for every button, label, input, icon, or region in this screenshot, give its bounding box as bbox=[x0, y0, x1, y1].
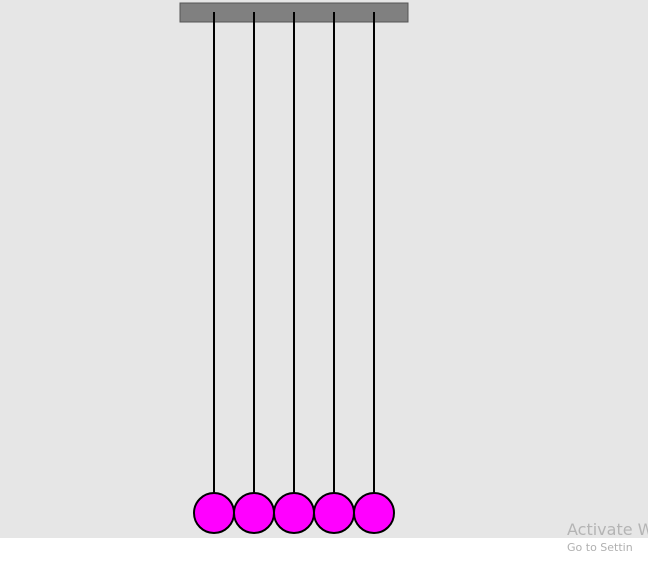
pendulum-ball-3[interactable] bbox=[273, 492, 315, 534]
activate-windows-watermark: Activate W Go to Settin bbox=[567, 519, 648, 562]
pendulum-canvas[interactable] bbox=[0, 0, 648, 538]
pendulum-ball-4[interactable] bbox=[313, 492, 355, 534]
pendulum-ball-2[interactable] bbox=[233, 492, 275, 534]
watermark-title: Activate W bbox=[567, 520, 648, 539]
pendulum-ball-1[interactable] bbox=[193, 492, 235, 534]
pendulum-ball-5[interactable] bbox=[353, 492, 395, 534]
watermark-subtitle: Go to Settin bbox=[567, 541, 633, 554]
newtons-cradle bbox=[179, 2, 409, 534]
